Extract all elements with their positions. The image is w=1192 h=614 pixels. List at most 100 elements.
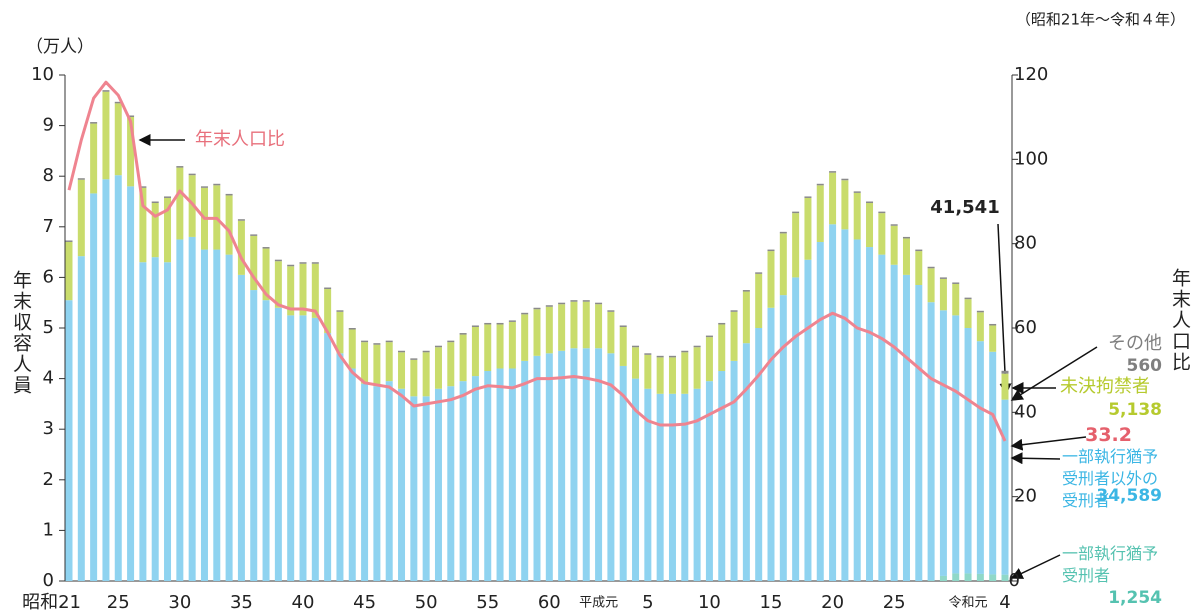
bar-segment xyxy=(496,322,504,325)
bar-segment xyxy=(65,240,73,242)
bar-segment xyxy=(139,262,147,581)
bar-segment xyxy=(90,122,98,124)
bar-segment xyxy=(939,575,947,581)
y2-tick-label: 0 xyxy=(1009,570,1020,591)
bar-segment xyxy=(878,213,886,255)
bar-segment xyxy=(779,233,787,296)
bar-segment xyxy=(410,396,418,581)
bar-segment xyxy=(681,393,689,581)
bar-segment xyxy=(767,249,775,252)
y2-tick-label: 100 xyxy=(1014,148,1048,169)
bar-segment xyxy=(853,192,861,240)
bar-segment xyxy=(989,574,997,581)
bar-segment xyxy=(127,186,135,581)
x-tick-label: 5 xyxy=(642,592,653,613)
y2-tick-label: 40 xyxy=(1014,401,1037,422)
bar-segment xyxy=(299,262,307,264)
bar-segment xyxy=(829,172,837,225)
bar-segment xyxy=(595,302,603,305)
bar-segment xyxy=(237,274,245,581)
bar-segment xyxy=(151,203,159,258)
bar-segment xyxy=(459,334,467,382)
bar-segment xyxy=(866,203,874,248)
bar-segment xyxy=(484,324,492,372)
bar-segment xyxy=(607,311,615,354)
callout-arrow xyxy=(1010,554,1061,579)
bar-segment xyxy=(792,213,800,278)
bar-segment xyxy=(742,291,750,344)
bar-segment xyxy=(102,179,110,581)
x-tick-label: 15 xyxy=(760,592,783,613)
bar-segment xyxy=(718,371,726,581)
bar-segment xyxy=(398,352,406,389)
bar-segment xyxy=(164,197,172,263)
bar-segment xyxy=(114,175,122,582)
bar-segment xyxy=(447,342,455,387)
bar-segment xyxy=(878,254,886,581)
bar-segment xyxy=(705,337,713,382)
legend-label: 一部執行猶予受刑者以外の受刑者 xyxy=(1062,447,1159,510)
total-label: 41,541 xyxy=(930,197,999,218)
bar-segment xyxy=(681,350,689,353)
bar-segment xyxy=(767,251,775,308)
bar-segment xyxy=(385,381,393,581)
x-tick-label: 4 xyxy=(999,592,1010,613)
bar-segment xyxy=(90,123,98,194)
bar-segment xyxy=(976,312,984,342)
bar-segment xyxy=(607,310,615,312)
bar-segment xyxy=(237,220,245,275)
callout-arrow xyxy=(997,223,1012,396)
bar-segment xyxy=(693,345,701,348)
x-tick-label: 令和元 xyxy=(949,596,988,611)
bar-segment xyxy=(484,322,492,325)
bar-segment xyxy=(1001,399,1009,575)
bar-segment xyxy=(755,273,763,328)
bar-segment xyxy=(558,302,566,305)
bar-segment xyxy=(373,386,381,581)
legend-label: 未決拘禁者 xyxy=(1060,376,1150,397)
x-tick-label: 40 xyxy=(292,592,315,613)
bar-segment xyxy=(447,386,455,581)
bar-segment xyxy=(422,396,430,581)
bar-segment xyxy=(890,225,898,265)
bar-segment xyxy=(632,347,640,379)
bar-segment xyxy=(274,259,282,262)
bar-segment xyxy=(459,333,467,335)
bar-segment xyxy=(459,381,467,581)
bar-segment xyxy=(693,347,701,389)
bar-segment xyxy=(595,304,603,349)
y-tick-label: 5 xyxy=(43,317,54,338)
bar-segment xyxy=(398,350,406,353)
bar-segment xyxy=(816,241,824,582)
bar-segment xyxy=(422,352,430,397)
bar-segment xyxy=(533,309,541,356)
bar-segment xyxy=(656,357,664,394)
bar-segment xyxy=(213,249,221,581)
bar-segment xyxy=(508,368,516,581)
bar-segment xyxy=(311,317,319,581)
bar-segment xyxy=(225,195,233,255)
bar-segment xyxy=(952,315,960,574)
bar-segment xyxy=(484,371,492,581)
y-tick-label: 7 xyxy=(43,216,54,237)
bar-segment xyxy=(250,234,258,236)
bar-segment xyxy=(533,355,541,581)
bar-segment xyxy=(619,365,627,581)
x-tick-label: 60 xyxy=(538,592,561,613)
bar-segment xyxy=(410,359,418,397)
bar-segment xyxy=(939,310,947,576)
bar-segment xyxy=(139,186,147,188)
x-tick-label: 50 xyxy=(415,592,438,613)
bar-segment xyxy=(927,302,935,581)
bar-segment xyxy=(188,175,196,237)
bar-segment xyxy=(299,263,307,316)
bar-segment xyxy=(964,328,972,574)
bar-segment xyxy=(434,388,442,581)
bar-segment xyxy=(225,193,233,196)
bar-segment xyxy=(508,320,516,322)
bar-segment xyxy=(336,353,344,581)
x-tick-label: 10 xyxy=(698,592,721,613)
bar-segment xyxy=(200,249,208,581)
bar-segment xyxy=(730,360,738,581)
